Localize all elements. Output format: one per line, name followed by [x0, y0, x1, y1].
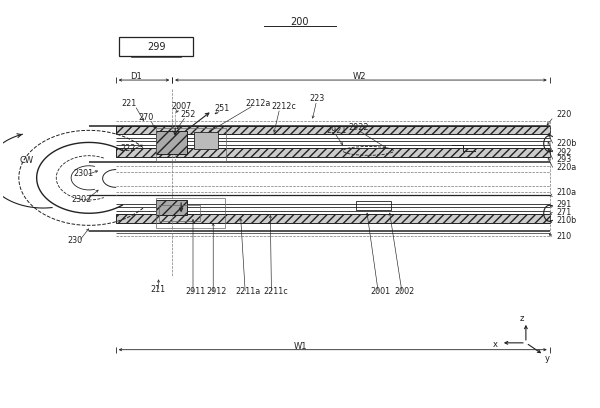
Text: 2002: 2002 [394, 287, 414, 296]
Text: 251: 251 [214, 104, 230, 113]
Bar [116, 215, 550, 223]
Text: 222: 222 [121, 144, 136, 153]
Text: 2301: 2301 [73, 169, 93, 178]
Text: 2912: 2912 [206, 287, 226, 296]
Text: 293: 293 [557, 155, 572, 164]
Text: y: y [545, 354, 550, 363]
Text: W1: W1 [293, 341, 307, 350]
Bar [156, 131, 187, 154]
Bar [156, 129, 226, 161]
Text: 271: 271 [557, 208, 572, 217]
Text: x: x [493, 340, 498, 349]
Text: 223: 223 [310, 94, 325, 103]
Text: z: z [520, 314, 524, 323]
Bar [156, 200, 187, 215]
Text: 270: 270 [139, 113, 154, 122]
Text: 211: 211 [150, 285, 166, 294]
Text: 2212a: 2212a [245, 99, 271, 108]
Text: 2911: 2911 [186, 287, 206, 296]
Text: 220b: 220b [557, 139, 577, 148]
Bar [158, 205, 200, 221]
Text: 220: 220 [557, 110, 572, 119]
Text: 221: 221 [122, 99, 137, 108]
Text: 292: 292 [557, 148, 572, 157]
Bar [194, 132, 218, 149]
Text: 2302: 2302 [71, 195, 91, 204]
Text: CW: CW [19, 156, 34, 165]
Bar [356, 201, 391, 210]
Text: 252: 252 [180, 110, 195, 119]
Text: 2922: 2922 [349, 123, 369, 132]
Text: 2007: 2007 [171, 102, 191, 111]
Text: 230: 230 [67, 236, 82, 245]
Bar [156, 197, 224, 228]
Text: 2212c: 2212c [271, 102, 296, 111]
Text: D1: D1 [130, 72, 142, 81]
Text: W2: W2 [353, 72, 366, 81]
Text: 210: 210 [557, 232, 572, 241]
Text: 220a: 220a [557, 163, 577, 172]
Text: 200: 200 [291, 17, 309, 27]
Text: 2211a: 2211a [236, 287, 261, 296]
Bar [116, 148, 550, 157]
Text: 210a: 210a [557, 188, 577, 197]
Text: 2001: 2001 [370, 287, 390, 296]
Text: 299: 299 [147, 42, 166, 53]
Text: 210b: 210b [557, 215, 577, 224]
Text: 2211c: 2211c [263, 287, 288, 296]
Bar [119, 37, 193, 56]
Text: 2921: 2921 [327, 126, 347, 135]
Bar [116, 126, 550, 134]
Text: 291: 291 [557, 200, 572, 209]
